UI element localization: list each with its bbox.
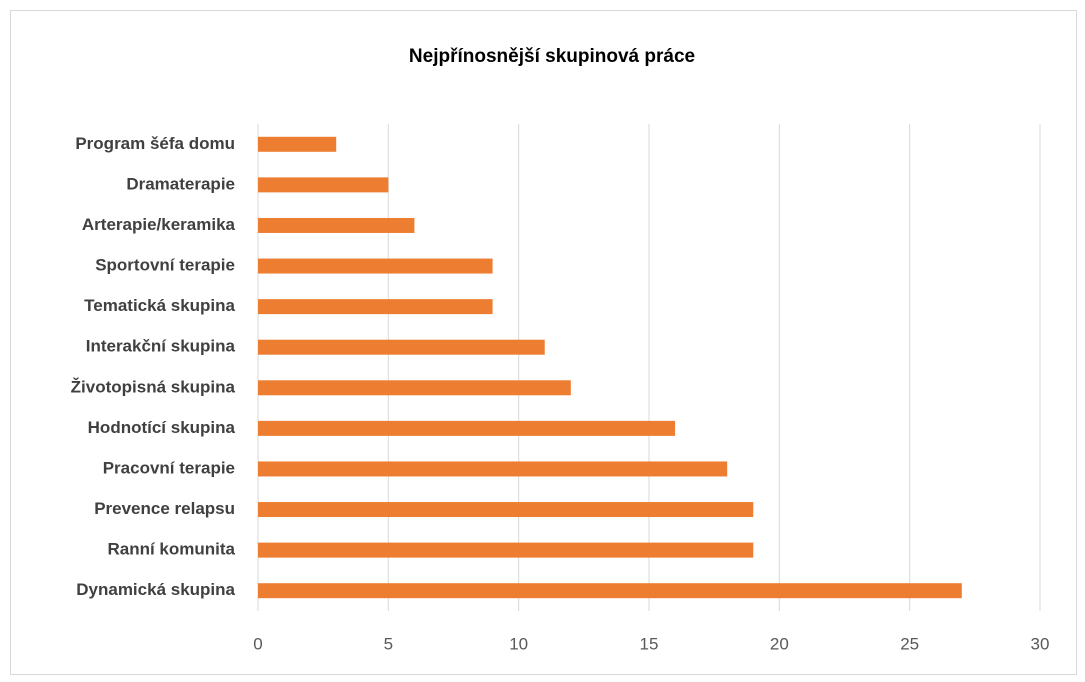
y-tick-label: Životopisná skupina xyxy=(71,377,236,396)
bar xyxy=(258,380,571,396)
bar xyxy=(258,177,389,193)
y-tick-label: Arterapie/keramika xyxy=(82,215,236,234)
bar xyxy=(258,217,415,233)
y-tick-label: Interakční skupina xyxy=(86,337,236,356)
x-tick-label: 30 xyxy=(1031,634,1050,653)
chart-title: Nejpřínosnější skupinová práce xyxy=(409,46,695,67)
bar xyxy=(258,420,676,436)
x-tick-label: 10 xyxy=(509,634,528,653)
y-tick-label: Hodnotící skupina xyxy=(88,418,236,437)
y-tick-label: Tematická skupina xyxy=(84,296,235,315)
y-tick-label: Pracovní terapie xyxy=(103,458,235,477)
bar xyxy=(258,542,754,558)
x-tick-label: 15 xyxy=(640,634,659,653)
y-tick-label: Sportovní terapie xyxy=(95,256,235,275)
x-tick-label: 5 xyxy=(384,634,393,653)
bar xyxy=(258,339,545,355)
y-tick-label: Dynamická skupina xyxy=(76,580,235,599)
y-tick-label: Program šéfa domu xyxy=(75,134,235,153)
bar xyxy=(258,502,754,518)
y-tick-label: Ranní komunita xyxy=(107,540,235,559)
x-tick-label: 25 xyxy=(900,634,919,653)
bar xyxy=(258,461,728,477)
bar xyxy=(258,299,493,315)
y-tick-label: Dramaterapie xyxy=(126,174,235,193)
x-tick-label: 20 xyxy=(770,634,789,653)
y-tick-label: Prevence relapsu xyxy=(94,499,235,518)
bar xyxy=(258,258,493,274)
bar xyxy=(258,136,337,152)
bar xyxy=(258,583,962,599)
x-tick-label: 0 xyxy=(253,634,262,653)
